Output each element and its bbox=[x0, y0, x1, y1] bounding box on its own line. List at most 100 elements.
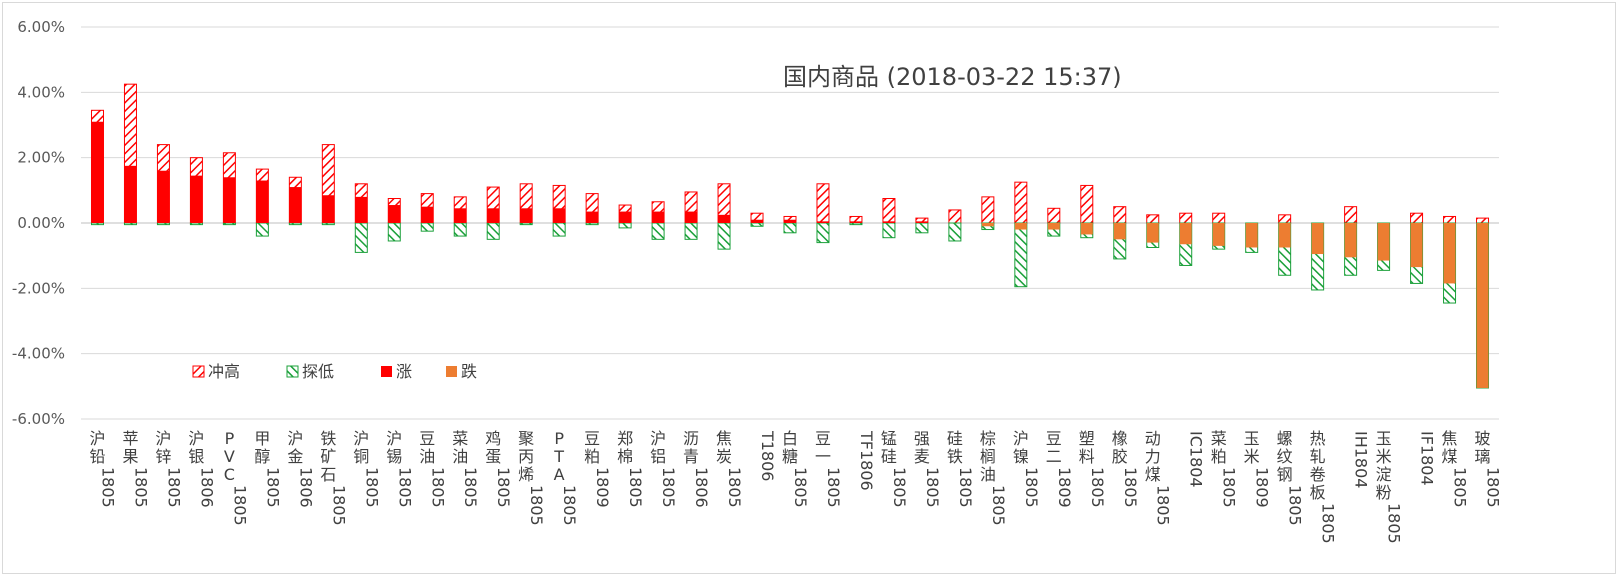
low-bar bbox=[552, 222, 566, 237]
rise-bar bbox=[190, 175, 203, 223]
low-bar bbox=[750, 222, 764, 227]
category-code: 1809 bbox=[1253, 467, 1272, 508]
category-code: 1805 bbox=[98, 467, 117, 508]
category-name-char: 二 bbox=[1046, 447, 1062, 466]
category-name-char: 烯 bbox=[518, 465, 534, 484]
category-name-char: 豆 bbox=[1046, 429, 1062, 448]
category-name-char: 热 bbox=[1310, 429, 1326, 448]
category-name-char: 力 bbox=[1145, 447, 1161, 466]
category-name-char: 菜 bbox=[1211, 429, 1227, 448]
category-code: 1805 bbox=[890, 467, 909, 508]
rise-bar bbox=[388, 205, 401, 223]
category-label: IC1804 bbox=[1187, 431, 1206, 488]
rise-bar bbox=[586, 211, 599, 223]
chart-title: 国内商品 (2018-03-22 15:37) bbox=[783, 63, 1122, 91]
category-name-char: 豆 bbox=[419, 429, 435, 448]
rise-bar bbox=[520, 208, 533, 223]
legend-swatch bbox=[381, 366, 392, 377]
category-name-char: 榈 bbox=[980, 447, 996, 466]
category-name-char: 沪 bbox=[155, 429, 171, 448]
legend-swatch bbox=[192, 365, 205, 378]
category-name-char: 粕 bbox=[584, 447, 600, 466]
category-name-char: 料 bbox=[1079, 447, 1095, 466]
category-name-char: P bbox=[225, 429, 235, 448]
category-name-char: 苹 bbox=[122, 429, 138, 448]
category-name-char: 菜 bbox=[452, 429, 468, 448]
rise-bar bbox=[816, 221, 829, 223]
category-code: 1805 bbox=[1385, 503, 1404, 544]
low-bar bbox=[684, 222, 698, 240]
category-label: TF1806 bbox=[857, 430, 876, 491]
high-bar bbox=[816, 183, 830, 224]
category-name-char: 橡 bbox=[1112, 429, 1128, 448]
high-bar bbox=[1410, 212, 1424, 224]
fall-bar bbox=[1443, 223, 1456, 284]
rise-bar bbox=[882, 221, 895, 223]
category-name-char: 棕 bbox=[980, 429, 996, 448]
category-name-char: 轧 bbox=[1310, 447, 1326, 466]
fall-bar bbox=[981, 223, 994, 227]
category-code: 1805 bbox=[1022, 467, 1041, 508]
legend-swatch bbox=[286, 365, 299, 378]
legend-item: 涨 bbox=[381, 362, 412, 381]
low-bar bbox=[486, 222, 500, 240]
legend-swatch bbox=[446, 366, 457, 377]
x-axis-labels: 沪铅1805苹果1805沪锌1805沪银1806PVC1805甲醇1805沪金1… bbox=[89, 429, 1502, 544]
category-name-char: 璃 bbox=[1475, 447, 1491, 466]
fall-bar bbox=[1146, 223, 1159, 243]
high-bar bbox=[1014, 181, 1028, 224]
category-name-char: 铜 bbox=[353, 447, 369, 466]
category-name-char: 粕 bbox=[1211, 447, 1227, 466]
rise-bar bbox=[652, 211, 665, 223]
category-name-char: 油 bbox=[419, 447, 435, 466]
category-name-char: 铝 bbox=[650, 447, 666, 466]
category-name-char: V bbox=[224, 447, 235, 466]
category-code: 1806 bbox=[197, 467, 216, 508]
low-bar bbox=[255, 222, 269, 237]
category-name-char: 矿 bbox=[320, 447, 336, 466]
high-bar bbox=[948, 209, 962, 224]
fall-bar bbox=[1080, 223, 1093, 235]
category-name-char: 金 bbox=[287, 447, 303, 466]
category-name-char: 焦 bbox=[1442, 429, 1458, 448]
category-code: 1805 bbox=[362, 467, 381, 508]
category-code: 1805 bbox=[659, 467, 678, 508]
category-name-char: 焦 bbox=[716, 429, 732, 448]
category-code: 1805 bbox=[1220, 467, 1239, 508]
fall-bar bbox=[1212, 223, 1225, 246]
category-code: 1805 bbox=[494, 467, 513, 508]
legend-item: 探低 bbox=[286, 362, 334, 381]
category-name-char: 玉 bbox=[1244, 429, 1260, 448]
fall-bar bbox=[1014, 223, 1027, 230]
category-code: TF1806 bbox=[857, 430, 876, 491]
low-bar bbox=[123, 222, 137, 226]
category-name-char: 郑 bbox=[617, 429, 633, 448]
category-name-char: 油 bbox=[980, 465, 996, 484]
category-name-char: 淀 bbox=[1376, 465, 1392, 484]
category-name-char: 塑 bbox=[1079, 429, 1095, 448]
category-name-char: 青 bbox=[683, 447, 699, 466]
category-name-char: 卷 bbox=[1310, 465, 1326, 484]
category-name-char: 锡 bbox=[386, 447, 402, 466]
fall-bar bbox=[1410, 223, 1423, 268]
category-code: 1805 bbox=[1484, 467, 1503, 508]
rise-bar bbox=[454, 208, 467, 223]
commodity-change-chart: 6.00% 4.00% 2.00% 0.00% -2.00% -4.00% -6.00% 沪… bbox=[12, 18, 1503, 544]
category-name-char: 沪 bbox=[386, 429, 402, 448]
category-name-char: 聚 bbox=[518, 429, 534, 448]
category-code: 1805 bbox=[824, 467, 843, 508]
low-bar bbox=[882, 222, 896, 239]
